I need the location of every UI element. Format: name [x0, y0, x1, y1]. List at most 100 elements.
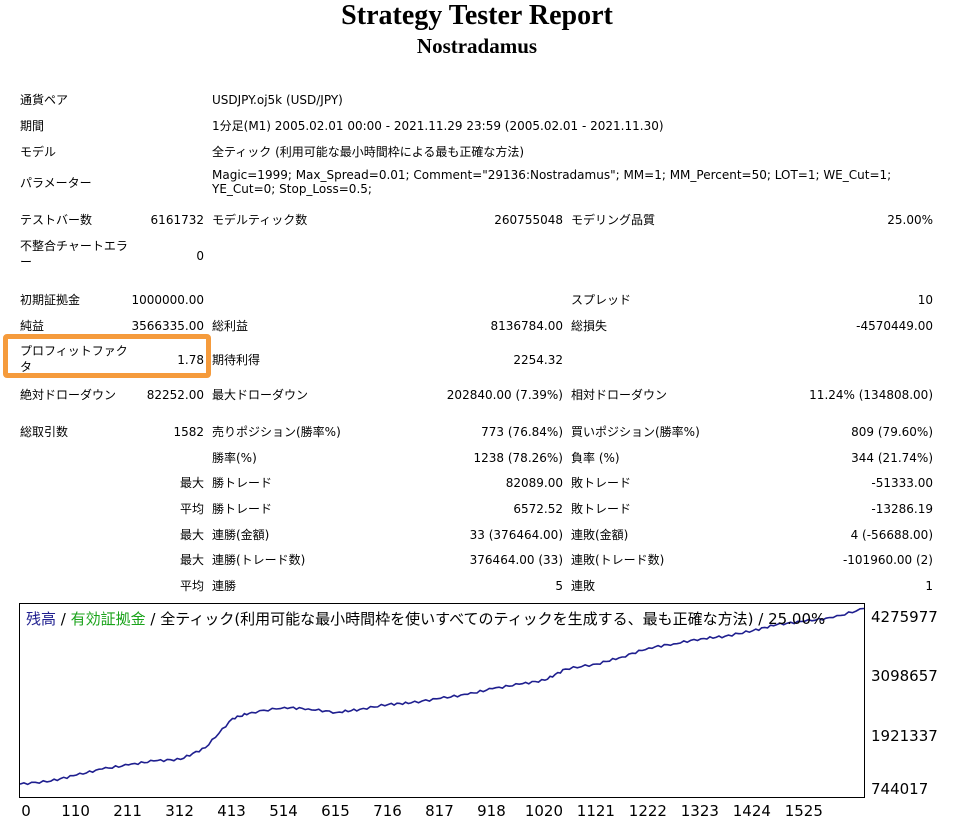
x-tick-label: 1323	[680, 802, 719, 820]
avg-prefix: 平均	[179, 579, 204, 593]
consec-losses-money-value: 4 (-56688.00)	[850, 528, 933, 542]
gross-loss-value: -4570449.00	[856, 319, 933, 333]
report-subtitle: Nostradamus	[416, 34, 538, 58]
period-value: 1分足(M1) 2005.02.01 00:00 - 2021.11.29 23…	[212, 119, 664, 133]
consec-losses-count-value: -101960.00 (2)	[842, 553, 933, 567]
abs-drawdown-label: 絶対ドローダウン	[20, 388, 117, 402]
max-win-value: 82089.00	[505, 476, 563, 490]
legend-balance: 残高	[26, 610, 57, 628]
gross-profit-value: 8136784.00	[490, 319, 563, 333]
period-label: 期間	[20, 119, 45, 133]
chart-legend: 残高 / 有効証拠金 / 全ティック(利用可能な最小時間枠を使いすべてのティック…	[26, 608, 825, 629]
report-title: Strategy Tester Report	[341, 0, 613, 31]
max-loss-label: 敗トレード	[571, 476, 632, 490]
avg-consec-wins-label: 連勝	[212, 579, 237, 593]
x-tick-label: 413	[217, 802, 246, 820]
series-line-balance	[20, 607, 864, 786]
net-profit-label: 純益	[20, 319, 45, 333]
x-tick-label: 0	[21, 802, 31, 820]
y-tick-label: 4275977	[871, 607, 938, 626]
x-tick-label: 918	[477, 802, 506, 820]
loss-label: 負率 (%)	[571, 451, 620, 465]
short-value: 773 (76.84%)	[481, 425, 563, 439]
y-tick-label: 3098657	[871, 667, 938, 686]
model-label: モデル	[20, 145, 57, 159]
consec-wins-count-label: 連勝(トレード数)	[212, 553, 306, 567]
avg-prefix: 平均	[179, 502, 204, 516]
win-label: 勝率(%)	[212, 451, 257, 465]
avg-loss-value: -13286.19	[871, 502, 933, 516]
avg-win-label: 勝トレード	[212, 502, 273, 516]
profit-factor-label: プロフィットファクタ	[20, 344, 128, 374]
gross-profit-label: 総利益	[212, 319, 249, 333]
rel-drawdown-label: 相対ドローダウン	[571, 388, 668, 402]
loss-value: 344 (21.74%)	[851, 451, 933, 465]
ticks-value: 260755048	[494, 213, 563, 227]
max-drawdown-value: 202840.00 (7.39%)	[446, 388, 563, 402]
total-trades-label: 総取引数	[20, 425, 69, 439]
abs-drawdown-value: 82252.00	[146, 388, 204, 402]
max-drawdown-label: 最大ドローダウン	[212, 388, 309, 402]
x-tick-label: 211	[113, 802, 142, 820]
x-tick-label: 1222	[628, 802, 667, 820]
y-tick-label: 1921337	[871, 726, 938, 745]
consec-wins-money-value: 33 (376464.00)	[469, 528, 563, 542]
x-tick-label: 514	[269, 802, 298, 820]
x-tick-label: 1020	[524, 802, 564, 820]
quality-value: 25.00%	[887, 213, 933, 227]
x-tick-label: 1525	[784, 802, 823, 820]
quality-label: モデリング品質	[571, 213, 656, 227]
x-tick-label: 110	[61, 802, 90, 820]
x-tick-label: 615	[321, 802, 350, 820]
legend-separator: /	[56, 610, 71, 628]
total-trades-value: 1582	[173, 425, 204, 439]
x-tick-label: 1424	[732, 802, 771, 820]
balance-chart	[19, 603, 865, 798]
symbol-label: 通貨ペア	[20, 93, 69, 107]
gross-loss-label: 総損失	[571, 319, 608, 333]
avg-consec-losses-value: 1	[925, 579, 933, 593]
expected-payoff-label: 期待利得	[212, 353, 261, 367]
net-profit-value: 3566335.00	[131, 319, 204, 333]
long-label: 買いポジション(勝率%)	[571, 425, 700, 439]
avg-consec-wins-value: 5	[555, 579, 563, 593]
expected-payoff-value: 2254.32	[513, 353, 563, 367]
long-value: 809 (79.60%)	[851, 425, 933, 439]
x-tick-label: 312	[165, 802, 194, 820]
spread-value: 10	[917, 293, 933, 307]
highlight-box	[3, 334, 211, 378]
ticks-label: モデルティック数	[212, 213, 308, 227]
params-value: Magic=1999; Max_Spread=0.01; Comment="29…	[212, 168, 892, 196]
legend-description: / 全ティック(利用可能な最小時間枠を使いすべてのティックを生成する、最も正確な…	[145, 610, 826, 628]
model-value: 全ティック (利用可能な最小時間枠による最も正確な方法)	[212, 145, 525, 159]
x-tick-label: 716	[373, 802, 402, 820]
win-value: 1238 (78.26%)	[473, 451, 563, 465]
consec-wins-money-label: 連勝(金額)	[212, 528, 270, 542]
consec-losses-money-label: 連敗(金額)	[571, 528, 629, 542]
deposit-label: 初期証拠金	[20, 293, 81, 307]
short-label: 売りポジション(勝率%)	[212, 425, 341, 439]
bars-label: テストバー数	[20, 213, 93, 227]
max-prefix: 最大	[179, 476, 204, 490]
x-tick-label: 1121	[576, 802, 615, 820]
rel-drawdown-value: 11.24% (134808.00)	[809, 388, 933, 402]
chart-plot-area	[20, 607, 864, 786]
max-prefix: 最大	[179, 528, 204, 542]
symbol-value: USDJPY.oj5k (USD/JPY)	[212, 93, 343, 107]
x-tick-label: 817	[425, 802, 454, 820]
params-label: パラメーター	[20, 176, 92, 190]
consec-wins-count-value: 376464.00 (33)	[469, 553, 563, 567]
spread-label: スプレッド	[571, 293, 632, 307]
profit-factor-value: 1.78	[177, 353, 204, 367]
legend-equity: 有効証拠金	[70, 610, 146, 628]
deposit-value: 1000000.00	[131, 293, 204, 307]
max-prefix: 最大	[179, 553, 204, 567]
mismatch-label: 不整合チャートエラー	[20, 239, 128, 269]
consec-losses-count-label: 連敗(トレード数)	[571, 553, 665, 567]
avg-win-value: 6572.52	[513, 502, 563, 516]
avg-consec-losses-label: 連敗	[571, 579, 596, 593]
y-tick-label: 744017	[871, 780, 929, 798]
bars-value: 6161732	[150, 213, 204, 227]
mismatch-value: 0	[196, 249, 204, 263]
max-win-label: 勝トレード	[212, 476, 273, 490]
